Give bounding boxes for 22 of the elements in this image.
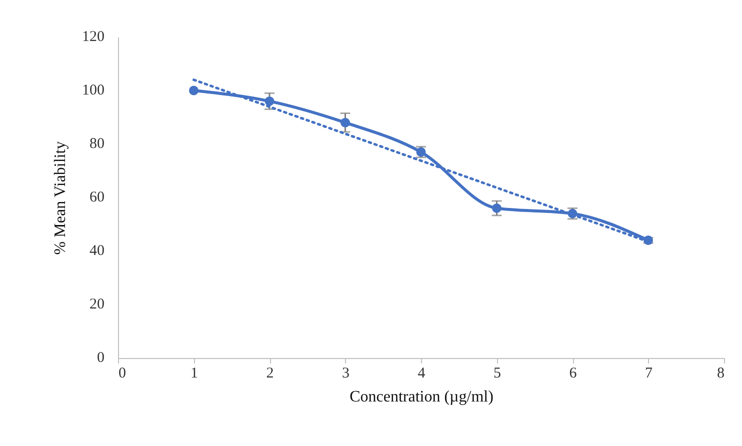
point	[492, 203, 502, 213]
x-tick-label: 6	[569, 366, 578, 382]
x-tick-label: 1	[190, 366, 198, 382]
point	[264, 96, 274, 106]
y-tick-label: 80	[90, 136, 104, 152]
y-tick-label: 40	[90, 243, 104, 259]
x-tick-label: 0	[118, 366, 126, 382]
x-tick-label: 7	[645, 366, 653, 382]
point	[189, 86, 198, 96]
y-tick-label: 20	[90, 296, 104, 312]
x-tick-label: 3	[342, 366, 350, 382]
y-axis-title: % Mean Viability	[52, 141, 69, 255]
y-tick-label: 0	[97, 350, 104, 366]
x-tick-label: 2	[266, 366, 274, 382]
y-tick-label: 60	[90, 190, 104, 206]
y-tick-label: 100	[82, 82, 104, 98]
y-tick-label: 120	[82, 29, 104, 45]
x-axis-title: Concentration (µg/ml)	[350, 388, 494, 406]
x-tick-label: 4	[418, 366, 426, 382]
x-tick-label: 8	[717, 366, 724, 382]
x-tick-label: 5	[494, 366, 501, 382]
point	[340, 118, 350, 128]
